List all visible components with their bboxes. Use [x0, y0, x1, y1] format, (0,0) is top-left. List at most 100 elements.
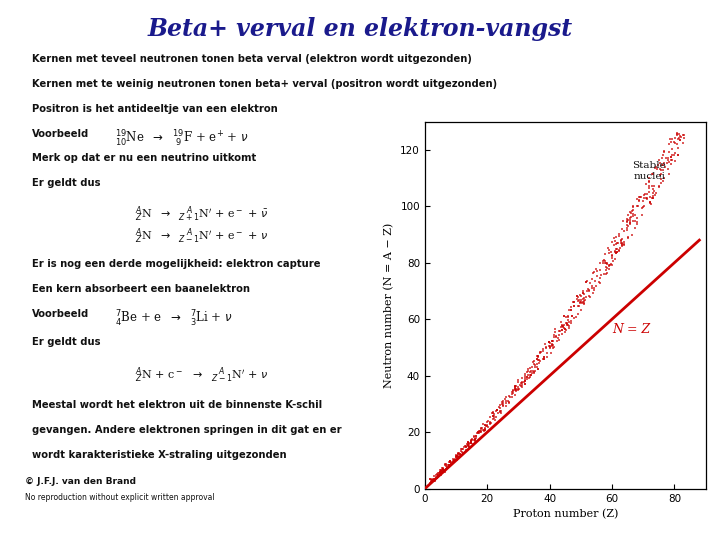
- Point: [602, 243, 613, 252]
- Point: [594, 274, 606, 282]
- Point: [621, 214, 633, 223]
- Point: [496, 400, 508, 408]
- Point: [557, 322, 569, 330]
- Point: [546, 342, 557, 350]
- Point: [612, 238, 624, 247]
- Point: [647, 184, 659, 193]
- Point: [428, 476, 439, 485]
- Point: [529, 363, 541, 372]
- Point: [657, 177, 669, 185]
- Point: [472, 428, 484, 437]
- Point: [469, 433, 480, 441]
- Point: [667, 155, 678, 164]
- Point: [641, 195, 652, 204]
- Point: [616, 241, 628, 250]
- Point: [479, 425, 490, 434]
- Point: [640, 180, 652, 188]
- Point: [647, 194, 658, 202]
- Point: [644, 184, 655, 193]
- Text: Er geldt dus: Er geldt dus: [32, 337, 101, 347]
- Point: [487, 412, 499, 421]
- Point: [573, 295, 585, 304]
- Point: [608, 254, 620, 263]
- Point: [585, 292, 596, 301]
- Point: [638, 191, 649, 199]
- Point: [447, 458, 459, 467]
- Point: [424, 475, 436, 484]
- Point: [624, 219, 636, 228]
- Point: [524, 364, 536, 373]
- Point: [513, 377, 524, 386]
- Point: [668, 137, 680, 146]
- Point: [629, 211, 640, 219]
- Point: [510, 385, 521, 394]
- Point: [621, 220, 633, 229]
- Point: [500, 397, 512, 406]
- Text: wordt karakteristieke X-straling uitgezonden: wordt karakteristieke X-straling uitgezo…: [32, 450, 287, 460]
- Point: [606, 252, 618, 260]
- Point: [554, 331, 565, 340]
- Point: [553, 336, 564, 345]
- Point: [651, 165, 662, 173]
- Point: [436, 466, 448, 475]
- Point: [453, 449, 464, 458]
- Point: [672, 130, 683, 138]
- Point: [595, 258, 606, 267]
- Point: [618, 239, 630, 248]
- Point: [436, 470, 447, 479]
- Point: [567, 312, 578, 321]
- Point: [497, 398, 508, 407]
- Point: [465, 437, 477, 445]
- Point: [450, 450, 462, 459]
- Point: [560, 319, 572, 327]
- Point: [521, 373, 533, 382]
- Point: [601, 259, 613, 267]
- Point: [646, 194, 657, 202]
- Point: [510, 384, 521, 393]
- Point: [532, 351, 544, 360]
- Point: [609, 247, 621, 255]
- Point: [621, 218, 633, 226]
- Point: [509, 386, 521, 394]
- Point: [516, 382, 527, 390]
- Point: [600, 263, 611, 272]
- Point: [600, 258, 611, 267]
- Point: [440, 460, 451, 469]
- Point: [550, 332, 562, 341]
- Point: [438, 465, 450, 474]
- Point: [655, 175, 667, 184]
- Point: [475, 424, 487, 433]
- Point: [603, 265, 615, 274]
- Point: [434, 468, 446, 476]
- Text: gevangen. Andere elektronen springen in dit gat en er: gevangen. Andere elektronen springen in …: [32, 425, 342, 435]
- Point: [563, 318, 575, 327]
- Point: [425, 478, 436, 487]
- Point: [623, 222, 634, 231]
- Point: [510, 382, 522, 390]
- Point: [678, 131, 690, 139]
- Point: [512, 376, 523, 384]
- Point: [516, 374, 528, 382]
- Point: [578, 290, 590, 299]
- Point: [666, 153, 678, 162]
- Point: [482, 416, 494, 425]
- Point: [510, 386, 522, 395]
- Point: [562, 313, 574, 322]
- Point: [516, 380, 527, 389]
- Text: Kernen met te weinig neutronen tonen beta+ verval (positron wordt uitgezonden): Kernen met te weinig neutronen tonen bet…: [32, 79, 498, 89]
- Point: [669, 151, 680, 159]
- Point: [639, 194, 650, 203]
- Point: [445, 460, 456, 468]
- Point: [577, 289, 588, 298]
- Point: [642, 193, 653, 202]
- Point: [465, 439, 477, 448]
- Point: [624, 216, 636, 225]
- Point: [427, 476, 438, 484]
- Point: [669, 133, 680, 142]
- Point: [464, 439, 475, 448]
- Point: [631, 218, 643, 226]
- Point: [460, 441, 472, 450]
- Text: $^A_Z$N  $\rightarrow$  $^{\ \ \ A}_{Z+1}$N$^\prime$ + e$^-$ + $\bar{\nu}$: $^A_Z$N $\rightarrow$ $^{\ \ \ A}_{Z+1}$…: [135, 204, 269, 224]
- Point: [591, 267, 603, 275]
- Point: [658, 159, 670, 167]
